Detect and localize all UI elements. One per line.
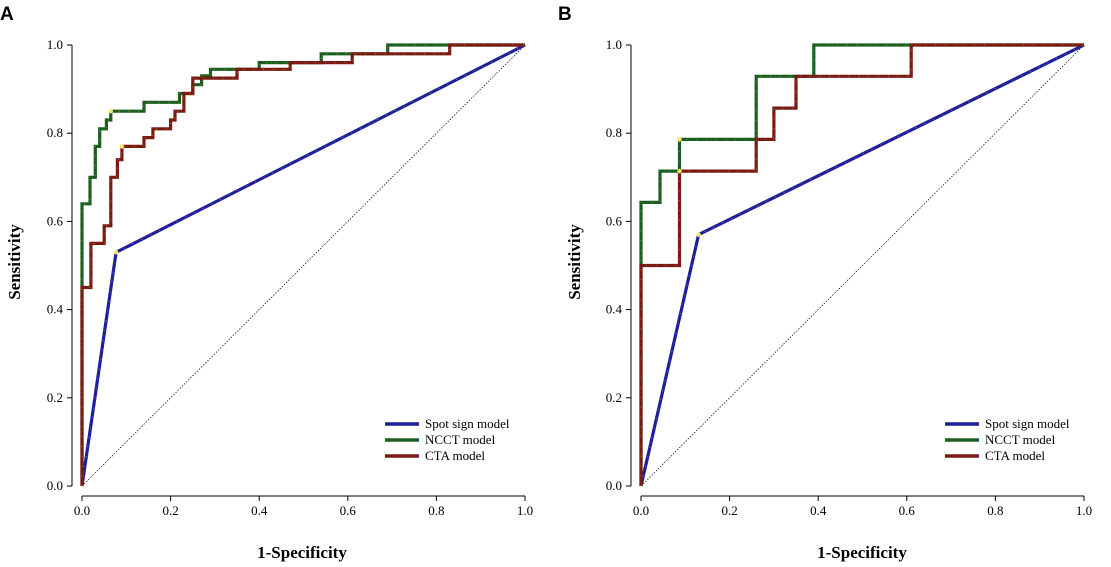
panel-a-y-tick-label: 0.4 xyxy=(47,302,64,317)
panel-a-axes: 0.0 0.2 0.4 0.6 0.8 1.0 0.0 0.2 0.4 0.6 0.8 1.0 Spot… xyxy=(47,37,533,518)
panel-a-series-spot-sign-model-dots xyxy=(81,44,526,487)
panel-a-reference-line xyxy=(81,44,526,487)
panel-b-x-axis-title: 1-Specificity xyxy=(817,543,907,562)
panel-b-y-axis-title: Sensitivity xyxy=(565,224,584,300)
panel-a-x-tick-label: 0.6 xyxy=(340,503,357,518)
panel-b: B 0.0 0.2 0.4 0.6 0.8 1.0 0.0 0.2 0.4 0.6 0.8 1.0 Sp… xyxy=(558,4,1092,562)
panel-a-cutoff-marker-cta-model xyxy=(119,144,125,149)
panel-a-cutoff-marker-ncct-model xyxy=(108,108,113,114)
panel-b-x-tick-label: 0.4 xyxy=(810,503,827,518)
panel-b-x-tick-label: 0.0 xyxy=(633,503,649,518)
panel-a-x-tick-label: 1.0 xyxy=(517,503,533,518)
panel-a-y-tick-label: 0.2 xyxy=(47,390,63,405)
panel-b-x-tick-label: 0.2 xyxy=(721,503,737,518)
panel-b-cutoff-marker-ncct-model xyxy=(677,137,682,142)
panel-b-y-tick-label: 0.8 xyxy=(606,125,622,140)
panel-a-x-tick-label: 0.8 xyxy=(428,503,444,518)
panel-b-x-tick-label: 1.0 xyxy=(1076,503,1092,518)
panel-a-series-cta-model-dots xyxy=(81,44,525,486)
panel-a-x-tick-label: 0.0 xyxy=(74,503,90,518)
panel-a-legend-label-ncct-model: NCCT model xyxy=(425,432,496,447)
panel-b-series-ncct-model xyxy=(639,43,1084,486)
panel-a-series-ncct-model xyxy=(80,43,525,486)
panel-b-y-tick-label: 0.6 xyxy=(606,213,623,228)
panel-a-y-tick-label: 0.8 xyxy=(47,125,63,140)
panel-b-x-tick-label: 0.8 xyxy=(987,503,1003,518)
panel-a-y-tick-label: 0.6 xyxy=(47,213,64,228)
panel-a-y-tick-label: 1.0 xyxy=(47,37,63,52)
panel-b-legend-label-cta-model: CTA model xyxy=(985,448,1045,463)
panel-a-legend-label-spot-sign-model: Spot sign model xyxy=(425,416,510,431)
panel-b-series-cta-model xyxy=(639,43,1084,486)
panel-b-cutoff-marker-cta-model xyxy=(677,168,682,174)
panel-letter-a: A xyxy=(0,4,14,25)
panel-letter-b: B xyxy=(558,4,572,25)
panel-b-axes: 0.0 0.2 0.4 0.6 0.8 1.0 0.0 0.2 0.4 0.6 0.8 1.0 Spot… xyxy=(606,37,1092,518)
panel-a-y-tick-label: 0.0 xyxy=(47,478,63,493)
panel-b-reference-line xyxy=(640,44,1085,487)
panel-b-y-tick-label: 0.0 xyxy=(606,478,622,493)
panel-a: A 0.0 0.2 0.4 0.6 0.8 1.0 0.0 0.2 0.4 0.6 0.8 1.0 Sp… xyxy=(0,4,533,562)
panel-a-x-tick-label: 0.4 xyxy=(251,503,268,518)
panel-a-x-axis-title: 1-Specificity xyxy=(257,543,347,562)
panel-b-y-tick-label: 1.0 xyxy=(606,37,622,52)
panel-b-legend-label-spot-sign-model: Spot sign model xyxy=(985,416,1070,431)
panel-a-y-axis-title: Sensitivity xyxy=(5,224,24,300)
panel-a-legend-label-cta-model: CTA model xyxy=(425,448,485,463)
panel-a-cutoff-marker-spot-sign-model xyxy=(113,250,119,255)
panel-b-cutoff-marker-spot-sign-model xyxy=(696,232,701,237)
panel-b-y-tick-label: 0.2 xyxy=(606,390,622,405)
panel-a-x-tick-label: 0.2 xyxy=(162,503,178,518)
panel-b-y-tick-label: 0.4 xyxy=(606,302,623,317)
panel-b-x-tick-label: 0.6 xyxy=(899,503,916,518)
panel-b-legend-label-ncct-model: NCCT model xyxy=(985,432,1056,447)
